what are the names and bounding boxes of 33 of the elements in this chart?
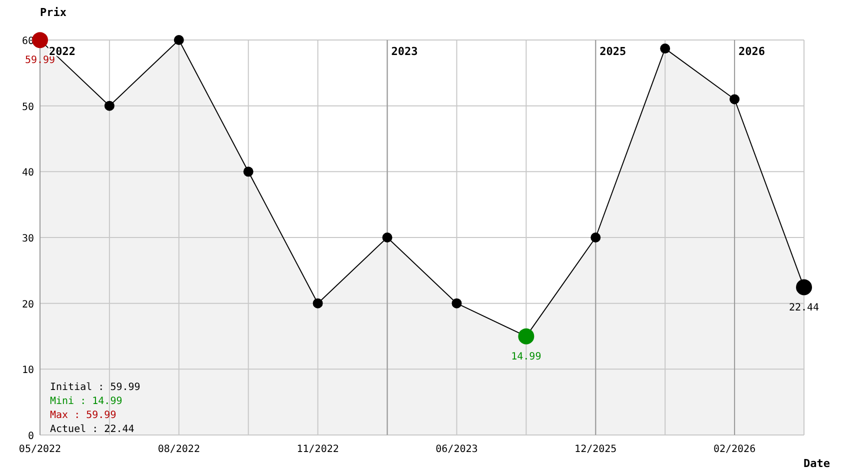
point [312,298,323,308]
y-tick-label: 30 [22,234,34,244]
annotation: Mini : 14.99 [50,396,122,407]
y-tick-label: 40 [22,168,34,179]
x-tick-label: 05/2022 [18,444,62,455]
point [104,100,114,111]
point [730,94,740,104]
y-axis-title: Prix [40,6,67,19]
y-tick-label: 0 [28,431,34,442]
x-tick-label: 11/2022 [296,444,339,455]
annotation: 2025 [600,45,626,58]
point [382,232,392,242]
point [590,232,601,242]
annotation: 2026 [738,45,766,58]
x-tick-label: 12/2025 [574,444,617,455]
x-axis-title: Date [804,457,830,470]
annotation: Initial : 59.99 [50,382,140,393]
data-label: 22.44 [788,302,820,314]
annotation: Max : 59.99 [50,410,116,421]
annotation: 2023 [391,45,418,58]
y-tick-label: 50 [22,102,34,113]
annotation: Actuel : 22.44 [50,424,134,435]
data-label: 59.99 [24,55,56,66]
data-label: 14.99 [511,351,542,362]
point [660,44,670,54]
point [174,35,184,45]
x-tick-label: 02/2026 [713,444,756,455]
y-tick-label: 10 [22,365,34,376]
point [243,166,254,177]
y-tick-label: 20 [22,299,34,310]
x-tick-label: 08/2022 [158,444,200,455]
point [452,298,462,308]
x-tick-label: 06/2023 [436,444,478,455]
